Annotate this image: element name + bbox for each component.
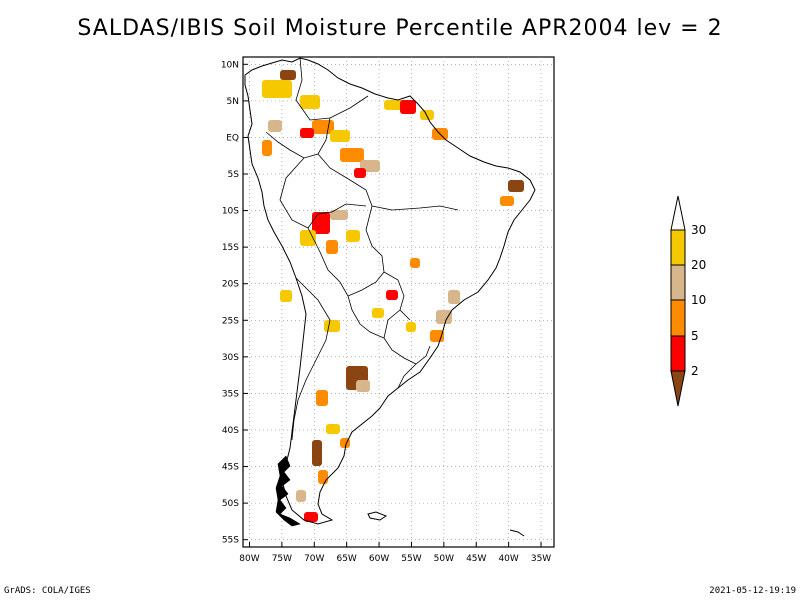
lat-tick-label: 50S (222, 499, 239, 509)
shaded-patch (300, 230, 316, 246)
lon-tick-label: 55W (401, 554, 421, 564)
lon-tick-label: 45W (466, 554, 486, 564)
shaded-patch (268, 120, 282, 132)
lat-tick-label: 25S (222, 316, 239, 326)
falkland-islands (367, 511, 388, 521)
shaded-patch (280, 70, 296, 80)
shaded-patch (318, 470, 328, 484)
south-georgia (509, 529, 525, 537)
colorbar-segment (670, 264, 686, 301)
shaded-patch (326, 240, 338, 254)
coastline-and-borders (244, 57, 536, 537)
shaded-patch (304, 512, 318, 522)
shaded-patch (386, 290, 398, 300)
shaded-patch (400, 100, 416, 114)
lat-tick-label: EQ (226, 133, 239, 143)
lon-tick-label: 80W (239, 554, 259, 564)
shaded-patch (296, 490, 306, 502)
lon-tick-label: 65W (336, 554, 356, 564)
shaded-patch (410, 258, 420, 268)
grads-credit: GrADS: COLA/IGES (4, 586, 91, 596)
shaded-patch (356, 380, 370, 392)
map-title: SALDAS/IBIS Soil Moisture Percentile APR… (77, 16, 723, 41)
graticule (243, 57, 554, 547)
shaded-patch (372, 308, 384, 318)
colorbar-tick-label: 2 (691, 364, 699, 378)
shaded-patch (330, 130, 350, 142)
lon-tick-label: 50W (434, 554, 454, 564)
shaded-patch (354, 168, 366, 178)
shaded-patch (312, 212, 330, 234)
colorbar-tick-label: 30 (691, 223, 706, 237)
shaded-patch (508, 180, 524, 192)
shaded-patch (312, 440, 322, 466)
lat-tick-label: 30S (222, 353, 239, 363)
shaded-patch (262, 80, 292, 98)
shaded-patch (406, 322, 416, 332)
lon-tick-label: 75W (272, 554, 292, 564)
shaded-patch (312, 120, 334, 134)
lat-tick-label: 5S (228, 170, 240, 180)
country-borders (265, 57, 459, 441)
colorbar-legend: 30 20 10 5 2 (670, 195, 706, 407)
plot-frame (242, 56, 555, 548)
shaded-patch (500, 196, 514, 206)
colorbar-tick-label: 10 (691, 293, 706, 307)
lat-tick-label: 45S (222, 463, 239, 473)
shaded-patch (280, 290, 292, 302)
colorbar-bottom-arrow (670, 370, 686, 407)
lat-tick-label: 15S (222, 243, 239, 253)
chile-archipelago (275, 455, 301, 527)
shaded-patch (316, 390, 328, 406)
colorbar-top-arrow (670, 195, 686, 231)
lat-tick-label: 10S (222, 207, 239, 217)
shaded-patch (346, 230, 360, 242)
axis-ticks: 10N 5N EQ 5S 10S 15S 20S 25S 30S 35S 40S 45S 50S 55S8… (221, 60, 552, 564)
colorbar-segment (670, 335, 686, 372)
shaded-patch (430, 330, 444, 342)
lon-tick-label: 35W (531, 554, 551, 564)
colorbar-tick-label: 20 (691, 258, 706, 272)
shaded-patch (300, 95, 320, 109)
lon-tick-label: 60W (369, 554, 389, 564)
shaded-patch (300, 128, 314, 138)
lat-tick-label: 20S (222, 280, 239, 290)
lat-tick-label: 40S (222, 426, 239, 436)
shaded-patch (326, 424, 340, 434)
lat-tick-label: 5N (227, 97, 239, 107)
shaded-patch (330, 210, 348, 220)
lat-tick-label: 35S (222, 389, 239, 399)
percentile-shading (262, 70, 524, 522)
lat-tick-label: 10N (221, 60, 239, 70)
lon-tick-label: 40W (498, 554, 518, 564)
lon-tick-label: 70W (304, 554, 324, 564)
shaded-patch (436, 310, 452, 324)
shaded-patch (324, 320, 340, 332)
continent-outline (244, 57, 536, 525)
colorbar-segment (670, 229, 686, 266)
shaded-patch (262, 140, 272, 156)
shaded-patch (384, 100, 404, 110)
lat-tick-label: 55S (222, 536, 239, 546)
timestamp: 2021-05-12-19:19 (709, 586, 796, 596)
shaded-patch (448, 290, 460, 304)
shaded-patch (340, 148, 364, 162)
colorbar-tick-label: 5 (691, 329, 699, 343)
colorbar-segment (670, 299, 686, 337)
